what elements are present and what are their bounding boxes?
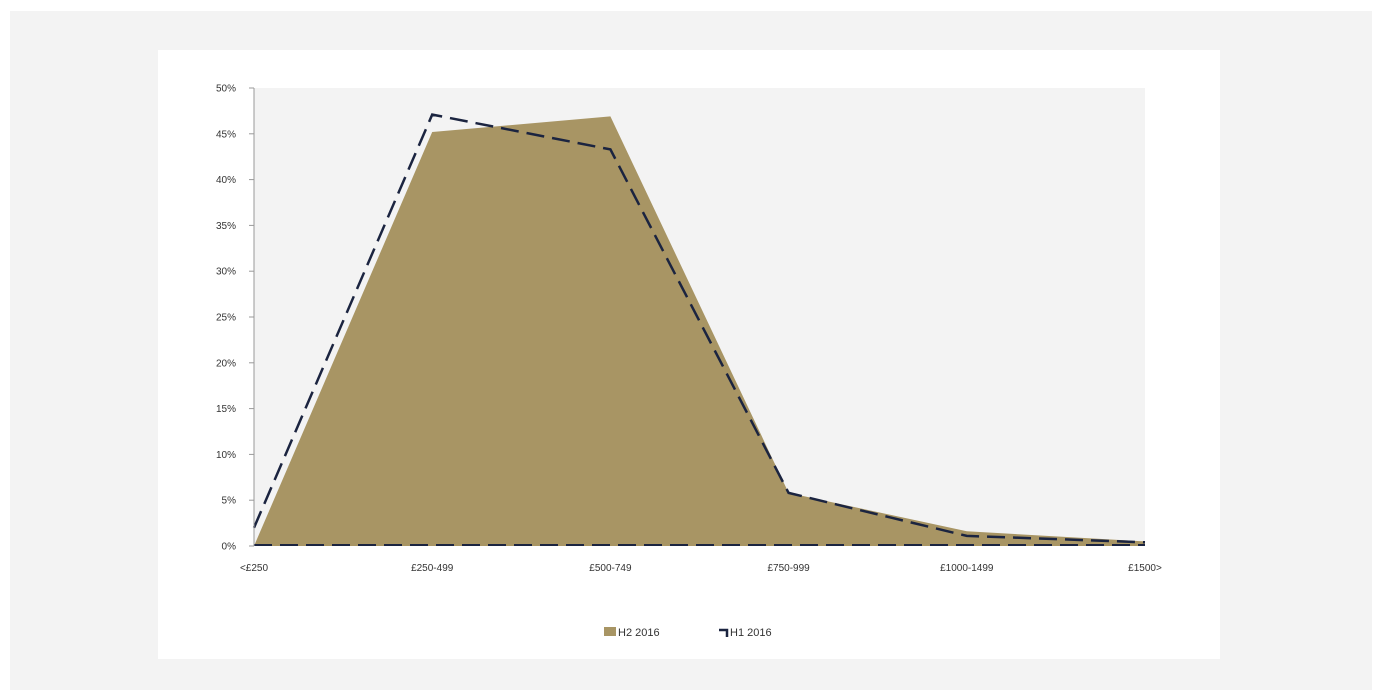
area-layer (254, 116, 1145, 547)
y-tick-label: 10% (216, 450, 236, 461)
y-tick-label: 30% (216, 267, 236, 278)
series-area-h2-2016 (254, 116, 1145, 547)
legend: H2 2016 H1 2016 (604, 627, 772, 639)
y-tick-label: 15% (216, 404, 236, 415)
x-tick-label: £500-749 (589, 563, 632, 574)
x-tick-label: £1500> (1128, 563, 1162, 574)
x-tick-label: £1000-1499 (940, 563, 994, 574)
legend-label-h1-2016: H1 2016 (730, 627, 772, 639)
y-axis-ticks: 0% 5% 10% 15% 20% 25% 30% 35% 40% 45% 50% (216, 84, 254, 553)
y-tick-label: 20% (216, 358, 236, 369)
y-tick-label: 40% (216, 175, 236, 186)
legend-swatch-h2-2016 (604, 627, 616, 636)
line-layer (252, 113, 1146, 546)
y-tick-label: 35% (216, 221, 236, 232)
x-tick-label: <£250 (240, 563, 269, 574)
y-tick-label: 50% (216, 84, 236, 95)
legend-swatch-h1-2016 (719, 628, 729, 637)
series-line-h1-2016 (252, 113, 1146, 544)
y-tick-label: 5% (222, 496, 237, 507)
y-tick-label: 0% (222, 542, 237, 553)
x-tick-label: £250-499 (411, 563, 454, 574)
x-tick-label: £750-999 (767, 563, 810, 574)
y-tick-label: 25% (216, 313, 236, 324)
x-axis-ticks: <£250 £250-499 £500-749 £750-999 £1000-1499 £… (240, 563, 1162, 574)
y-tick-label: 45% (216, 129, 236, 140)
legend-label-h2-2016: H2 2016 (618, 627, 660, 639)
